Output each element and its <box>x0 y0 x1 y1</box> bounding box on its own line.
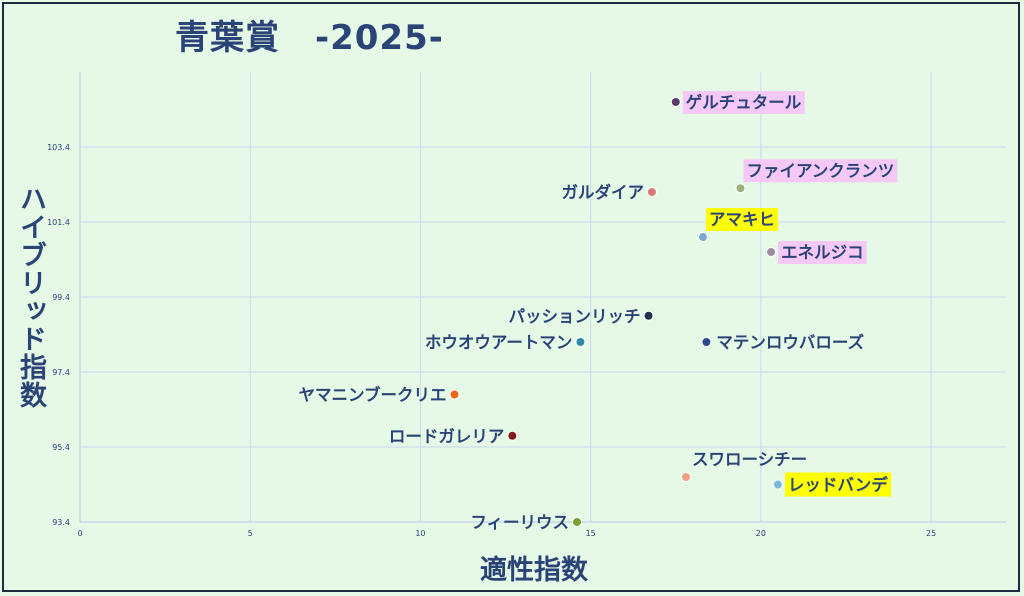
point-marker <box>572 517 583 527</box>
point-label: ファイアンクランツ <box>746 161 894 180</box>
point-label-highlight <box>682 91 805 114</box>
point-marker <box>646 187 657 197</box>
point-label: ホウオウアートマン <box>425 333 573 352</box>
data-point: ガルダイア <box>561 182 657 202</box>
x-tick-label: 25 <box>926 529 936 538</box>
data-points: ゲルチュタールファイアンクランツガルダイアアマキヒエネルジコパッションリッチホウ… <box>298 91 898 532</box>
grid-lines <box>79 72 1006 523</box>
data-point: レッドバンデ <box>772 472 892 497</box>
data-point: パッションリッチ <box>509 307 654 326</box>
point-label-highlight <box>706 208 779 231</box>
point-label: アマキヒ <box>709 210 775 229</box>
data-point: マテンロウバローズ <box>701 332 865 352</box>
y-tick-label: 99.4 <box>52 293 70 302</box>
point-label: スワローシチー <box>692 450 807 469</box>
chart-title: 青葉賞 -2025- <box>175 18 444 58</box>
y-tick-label: 101.4 <box>47 218 70 227</box>
data-point: ヤマニンブークリエ <box>298 385 460 405</box>
point-label: パッションリッチ <box>509 307 641 326</box>
point-label: エネルジコ <box>781 243 864 262</box>
data-point: アマキヒ <box>698 208 779 242</box>
point-label: ガルダイア <box>561 182 644 202</box>
x-tick-label: 5 <box>248 529 253 538</box>
point-label-highlight <box>743 159 898 183</box>
point-label: レッドバンデ <box>788 475 888 495</box>
point-marker <box>766 247 777 257</box>
point-marker <box>701 337 712 347</box>
point-marker <box>735 183 746 194</box>
point-marker <box>680 472 691 482</box>
y-tick-label: 93.4 <box>52 518 70 527</box>
x-tick-label: 0 <box>77 529 82 538</box>
x-tick-label: 10 <box>415 529 425 538</box>
point-label-highlight <box>778 241 867 264</box>
point-label: ヤマニンブークリエ <box>298 385 446 405</box>
y-tick-label: 95.4 <box>52 443 70 452</box>
data-point: スワローシチー <box>680 450 807 482</box>
point-marker <box>698 232 709 242</box>
data-point: エネルジコ <box>766 241 867 264</box>
point-marker <box>507 430 518 441</box>
point-label: フィーリウス <box>470 513 569 532</box>
point-marker <box>575 337 586 347</box>
point-marker <box>449 389 460 400</box>
x-tick-label: 20 <box>756 529 766 538</box>
x-tick-label: 15 <box>586 529 596 538</box>
point-marker <box>670 97 681 107</box>
point-label: マテンロウバローズ <box>716 332 864 352</box>
data-point: ロードガレリア <box>389 427 518 446</box>
point-marker <box>772 479 783 490</box>
y-axis-label: ハイブリッド指数 <box>15 185 46 409</box>
point-label: ゲルチュタール <box>686 93 802 112</box>
point-label: ロードガレリア <box>389 427 505 446</box>
point-marker <box>643 310 654 321</box>
point-label-highlight <box>784 472 892 497</box>
data-point: ファイアンクランツ <box>735 159 898 194</box>
y-tick-label: 103.4 <box>47 143 70 152</box>
x-axis-label: 適性指数 <box>480 555 588 586</box>
data-point: ゲルチュタール <box>670 91 805 114</box>
data-point: フィーリウス <box>470 513 583 532</box>
tick-labels: 0 5 10 15 20 25 93.4 95.4 97.4 99.4 101.4 103.4 <box>47 143 936 538</box>
y-tick-label: 97.4 <box>52 368 70 377</box>
data-point: ホウオウアートマン <box>425 333 586 352</box>
